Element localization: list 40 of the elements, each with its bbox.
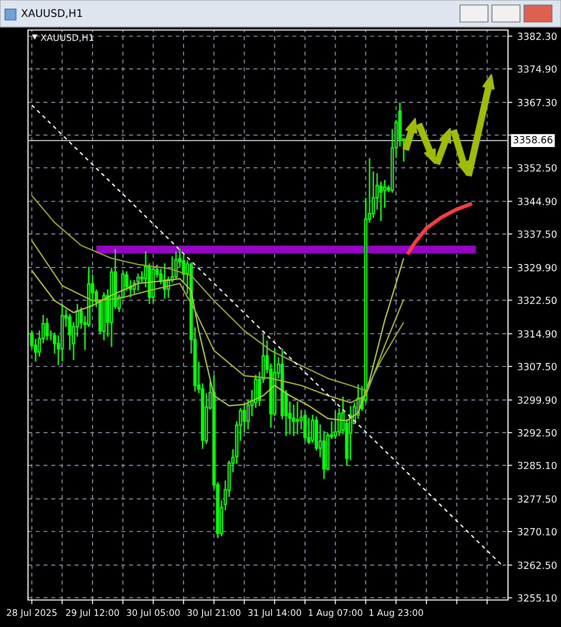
candlestick — [292, 404, 296, 436]
x-tick-label: 30 Jul 21:00 — [188, 609, 240, 618]
ref-line-label: 3358.66 — [514, 136, 552, 144]
y-tick-label: 3277.50 — [518, 495, 557, 503]
candlestick — [303, 411, 307, 441]
line-series — [31, 240, 404, 404]
y-tick-label: 3344.90 — [518, 198, 557, 206]
x-tick-label: 30 Jul 05:00 — [126, 609, 180, 618]
y-tick-label: 3382.30 — [518, 32, 557, 40]
line-series — [31, 258, 404, 422]
candlestick — [379, 182, 383, 221]
y-tick-label: 3285.10 — [518, 462, 557, 470]
line-series — [31, 194, 404, 392]
x-tick-label: 31 Jul 14:00 — [248, 609, 302, 618]
x-tick-label: 29 Jul 12:00 — [66, 609, 119, 618]
y-tick-label: 3352.50 — [518, 164, 557, 172]
y-tick-label: 3292.50 — [518, 429, 557, 436]
y-tick-label: 3270.10 — [518, 528, 557, 536]
y-tick-label: 3337.50 — [518, 230, 557, 238]
chart-title: XAUUSD,H1 — [21, 9, 82, 18]
line-series — [406, 202, 474, 256]
candlestick — [334, 411, 338, 440]
y-tick-label: 3314.90 — [518, 330, 557, 338]
x-tick-label: 1 Aug 23:00 — [369, 609, 424, 618]
x-tick-label: 28 Jul 2025 — [6, 609, 57, 618]
y-tick-label: 3255.10 — [518, 594, 557, 602]
y-tick-label: 3367.30 — [518, 98, 557, 106]
y-tick-label: 3322.50 — [518, 296, 557, 304]
candlestick — [136, 273, 140, 291]
candlestick — [383, 180, 386, 208]
chart-subtitle: XAUUSD,H1 — [40, 34, 94, 42]
y-tick-label: 3329.90 — [518, 264, 557, 272]
y-tick-label: 3262.50 — [518, 562, 557, 569]
y-tick-label: 3307.50 — [518, 362, 557, 370]
y-tick-label: 3374.90 — [518, 65, 557, 73]
candlestick — [242, 404, 246, 432]
candlestick — [45, 318, 49, 340]
candlestick — [296, 402, 300, 434]
y-tick-label: 3299.90 — [518, 396, 557, 404]
x-tick-label: 1 Aug 07:00 — [308, 609, 362, 618]
